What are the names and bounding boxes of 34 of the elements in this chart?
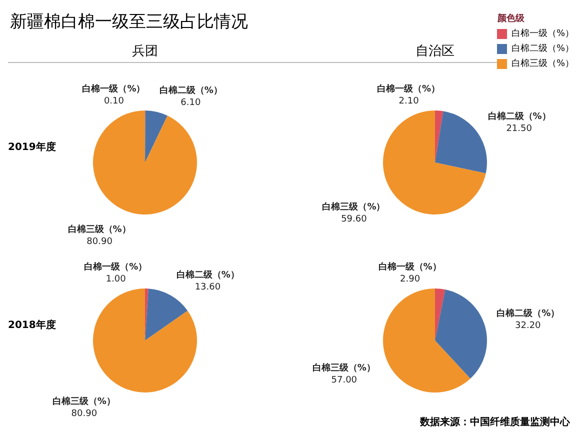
data-label: 2.10 xyxy=(398,96,420,107)
legend-label: 白棉三级（%） xyxy=(511,58,574,70)
legend-label: 白棉二级（%） xyxy=(511,42,574,55)
data-label: 57.00 xyxy=(331,376,358,386)
text: 2019年度 xyxy=(8,140,56,154)
data-label: 32.20 xyxy=(514,320,542,331)
legend-label: 白棉一级（%） xyxy=(511,28,574,40)
chart-title: 新疆棉白棉一级至三级占比情况 xyxy=(10,11,248,33)
slice-label: 白棉二级（%） xyxy=(488,111,551,122)
data-label: 6.10 xyxy=(180,98,201,108)
data-label: 21.50 xyxy=(506,124,532,134)
slice-label: 白棉三级（%） xyxy=(322,202,386,213)
chart-subtitle: 兵团 xyxy=(131,43,159,60)
data-label: 1.00 xyxy=(106,274,126,284)
text: 自治区 xyxy=(416,44,454,59)
slice-label: 白棉一级（%） xyxy=(377,84,440,95)
slice-label: 白棉三级（%） xyxy=(68,224,131,235)
slice-label: 白棉二级（%） xyxy=(496,308,560,319)
data-label: 13.60 xyxy=(194,282,221,293)
slice-label: 白棉三级（%） xyxy=(312,362,376,374)
data-label: 80.90 xyxy=(71,409,98,420)
slice-label: 白棉一级（%） xyxy=(82,83,146,94)
legend-title: 颜色级 xyxy=(497,12,526,25)
slice-label: 白棉一级（%） xyxy=(84,261,148,272)
data-label: 2.90 xyxy=(400,274,420,285)
text: 2018年度 xyxy=(8,318,56,332)
data-label: 59.60 xyxy=(341,214,368,225)
source-note: 数据来源：中国纤维质量监测中心 xyxy=(420,415,570,429)
data-label: 0.10 xyxy=(104,96,124,106)
data-label: 80.90 xyxy=(86,236,113,247)
slice-label: 白棉三级（%） xyxy=(52,396,116,408)
slice-label: 白棉二级（%） xyxy=(159,84,222,96)
slice-label: 白棉一级（%） xyxy=(378,262,442,273)
slice-label: 白棉二级（%） xyxy=(176,270,240,281)
